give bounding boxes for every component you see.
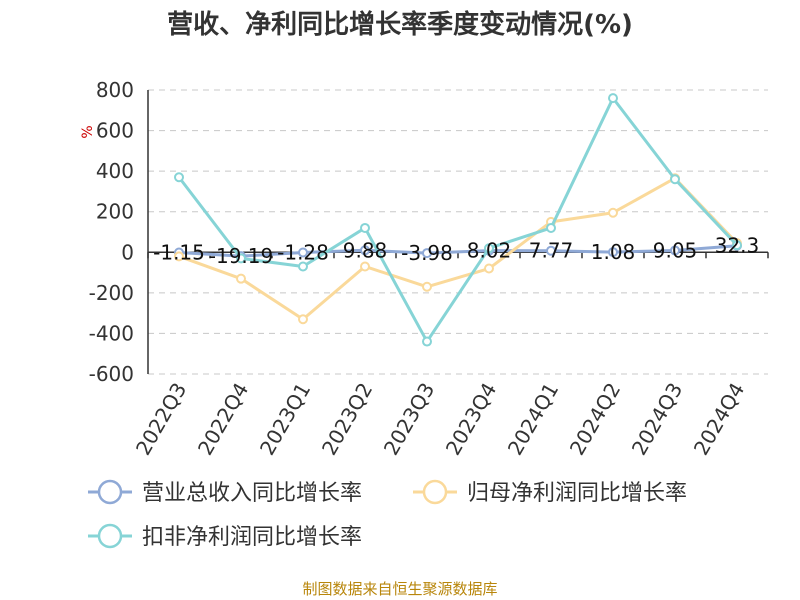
data-label: 8.02 bbox=[467, 239, 512, 263]
data-label: 7.77 bbox=[529, 239, 574, 263]
y-tick-label: 800 bbox=[96, 78, 134, 102]
data-point bbox=[298, 261, 308, 272]
legend-label: 归母净利润同比增长率 bbox=[467, 481, 687, 506]
y-tick-label: 400 bbox=[96, 159, 134, 183]
data-point bbox=[546, 222, 556, 233]
legend-label: 营业总收入同比增长率 bbox=[142, 481, 362, 506]
data-point bbox=[484, 263, 494, 274]
data-point bbox=[484, 243, 494, 254]
y-tick-label: 0 bbox=[121, 240, 134, 264]
legend-label: 扣非净利润同比增长率 bbox=[142, 525, 362, 550]
x-tick-label: 2023Q4 bbox=[441, 379, 501, 460]
data-labels: -1.15 -19.19 -1.28 9.88 -3.98 8.02 7.77 1.08 9.0… bbox=[153, 234, 759, 268]
y-axis-unit: % bbox=[80, 125, 96, 138]
axes bbox=[147, 90, 769, 374]
data-point bbox=[422, 248, 432, 259]
x-tick-label: 2023Q1 bbox=[255, 379, 315, 460]
y-tick-label: 600 bbox=[96, 119, 134, 143]
data-point bbox=[298, 247, 308, 258]
x-tick-label: 2022Q4 bbox=[193, 379, 253, 460]
data-point bbox=[236, 253, 246, 264]
legend-item-1[interactable]: 归母净利润同比增长率 bbox=[413, 479, 687, 506]
legend-marker bbox=[97, 479, 123, 505]
data-label: -3.98 bbox=[401, 241, 453, 265]
x-tick-label: 2024Q1 bbox=[503, 379, 563, 460]
data-point bbox=[236, 273, 246, 284]
source-note: 制图数据来自恒生聚源数据库 bbox=[302, 580, 497, 598]
data-label: 1.08 bbox=[591, 240, 636, 264]
y-tick-label: 200 bbox=[96, 200, 134, 224]
legend-marker bbox=[97, 523, 123, 549]
data-label: -1.15 bbox=[153, 241, 205, 265]
x-tick-label: 2024Q4 bbox=[689, 379, 749, 460]
data-point bbox=[670, 245, 680, 256]
legend-item-2[interactable]: 扣非净利润同比增长率 bbox=[88, 523, 362, 550]
data-point bbox=[732, 240, 742, 251]
y-tick-label: -200 bbox=[89, 281, 134, 305]
series-line-0 bbox=[178, 244, 738, 258]
x-tick-label: 2022Q3 bbox=[131, 379, 191, 460]
data-point bbox=[360, 245, 370, 256]
legend-marker bbox=[422, 479, 448, 505]
data-label: 9.05 bbox=[653, 238, 698, 262]
data-point bbox=[360, 222, 370, 233]
data-point bbox=[422, 281, 432, 292]
data-point bbox=[546, 245, 556, 256]
y-tick-label: -400 bbox=[89, 321, 134, 345]
x-tick-label: 2023Q3 bbox=[379, 379, 439, 460]
data-point bbox=[174, 172, 184, 183]
x-tick-labels: 2022Q3 2022Q4 2023Q1 2023Q2 2023Q3 2023Q4 2024… bbox=[131, 379, 749, 460]
data-point bbox=[608, 93, 618, 104]
data-point bbox=[174, 251, 184, 262]
data-point bbox=[608, 207, 618, 218]
data-point bbox=[670, 174, 680, 185]
chart-title: 营收、净利同比增长率季度变动情况(%) bbox=[167, 9, 633, 40]
data-label: -1.28 bbox=[277, 241, 329, 265]
data-point bbox=[298, 314, 308, 325]
data-point bbox=[422, 336, 432, 347]
data-label: -19.19 bbox=[209, 244, 273, 268]
series-line-1 bbox=[178, 176, 739, 321]
y-tick-labels: 800 600 400 200 0 -200 -400 -600 bbox=[89, 78, 134, 386]
gridlines bbox=[148, 89, 768, 375]
y-tick-label: -600 bbox=[89, 362, 134, 386]
data-label: 32.3 bbox=[715, 234, 760, 258]
series-line-2 bbox=[177, 96, 739, 344]
data-point bbox=[360, 261, 370, 272]
data-point bbox=[608, 247, 618, 258]
legend-item-0[interactable]: 营业总收入同比增长率 bbox=[88, 479, 362, 506]
x-tick-label: 2023Q2 bbox=[317, 379, 377, 460]
x-tick-label: 2024Q3 bbox=[627, 379, 687, 460]
data-label: 9.88 bbox=[343, 238, 388, 262]
series-lines bbox=[174, 93, 742, 347]
x-tick-label: 2024Q2 bbox=[565, 379, 625, 460]
